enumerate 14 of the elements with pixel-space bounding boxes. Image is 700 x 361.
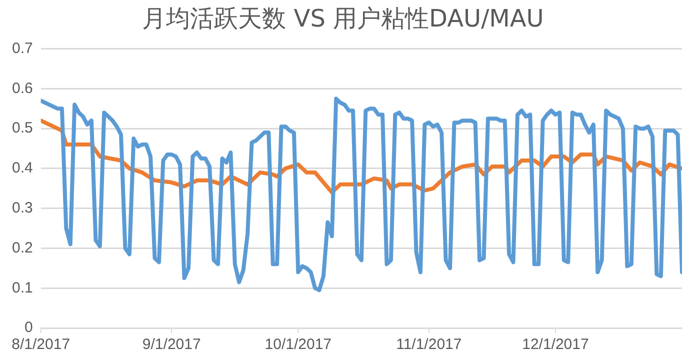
y-tick-label: 0.2: [12, 239, 33, 256]
x-tick-label: 8/1/2017: [12, 336, 70, 354]
y-tick-label: 0: [24, 319, 33, 336]
y-tick-label: 0.6: [12, 80, 33, 97]
x-tick-label: 12/1/2017: [522, 336, 589, 354]
chart-title: 月均活跃天数 VS 用户粘性DAU/MAU: [142, 4, 544, 33]
y-tick-label: 0.1: [12, 279, 33, 296]
y-tick-label: 0.3: [12, 199, 33, 216]
y-tick-label: 0.4: [12, 160, 33, 177]
x-tick-label: 9/1/2017: [142, 336, 201, 354]
y-tick-label: 0.7: [12, 40, 33, 57]
x-tick-label: 11/1/2017: [396, 336, 462, 354]
x-tick-label: 10/1/2017: [264, 336, 332, 354]
y-tick-label: 0.5: [12, 120, 33, 137]
